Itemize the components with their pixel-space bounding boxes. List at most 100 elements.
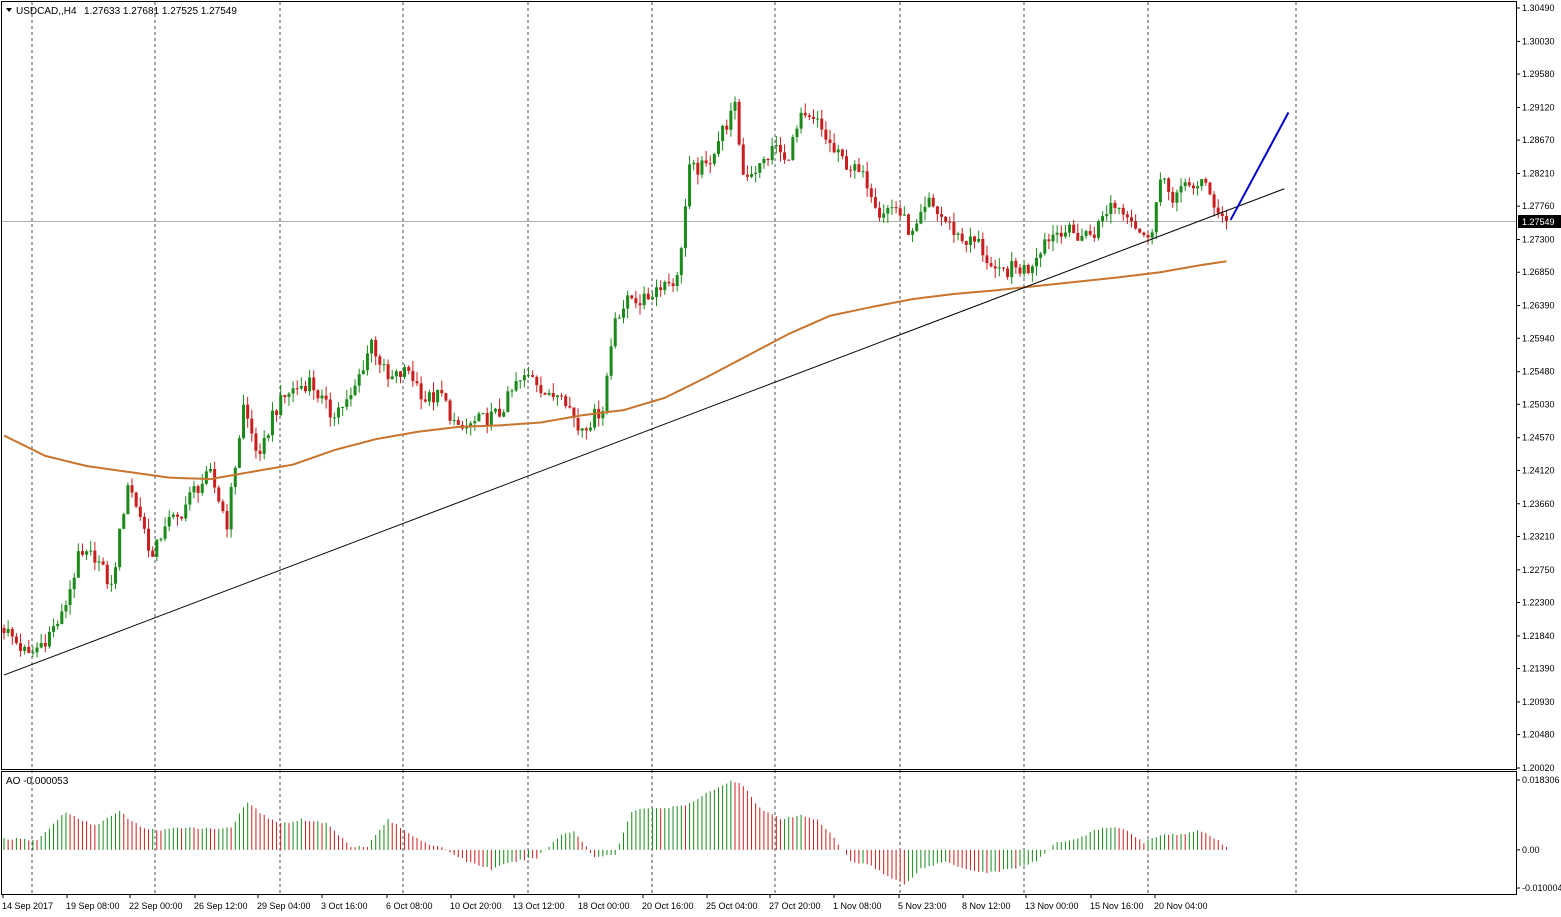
candle-body bbox=[279, 395, 283, 416]
candle-body bbox=[85, 551, 89, 555]
candle-body bbox=[1175, 192, 1179, 203]
candle-body bbox=[403, 366, 407, 377]
candle-body bbox=[361, 370, 365, 375]
overlay-lines bbox=[3, 112, 1290, 676]
candle-body bbox=[225, 510, 229, 530]
y-tick-label: 1.30030 bbox=[1522, 36, 1555, 46]
candle-body bbox=[518, 380, 522, 382]
candle-body bbox=[952, 222, 956, 235]
y-tick-label: 1.25940 bbox=[1522, 333, 1555, 343]
candle-body bbox=[708, 163, 712, 165]
y-tick-label: 1.20020 bbox=[1522, 763, 1555, 773]
candle-body bbox=[890, 207, 894, 209]
x-tick-label: 13 Oct 12:00 bbox=[513, 901, 565, 911]
indicator-panel-frame bbox=[1, 771, 1517, 895]
candle-body bbox=[568, 406, 572, 408]
candle-body bbox=[580, 428, 584, 431]
candle-body bbox=[745, 174, 749, 177]
candle-body bbox=[415, 381, 419, 384]
candle-body bbox=[1204, 179, 1208, 183]
candle-body bbox=[258, 450, 262, 454]
candle-body bbox=[700, 160, 704, 175]
candle-body bbox=[522, 375, 526, 381]
candle-body bbox=[1096, 221, 1100, 238]
candle-body bbox=[1220, 213, 1224, 216]
candle-body bbox=[130, 485, 134, 493]
candle-body bbox=[1212, 194, 1216, 208]
candle-body bbox=[1154, 202, 1158, 233]
candle-body bbox=[6, 628, 10, 633]
candle-body bbox=[650, 297, 654, 300]
candle-body bbox=[23, 646, 27, 651]
candle-body bbox=[993, 266, 997, 269]
y-tick-label: 1.27300 bbox=[1522, 235, 1555, 245]
candle-body bbox=[200, 483, 204, 493]
candle-body bbox=[617, 317, 621, 319]
candle-body bbox=[444, 393, 448, 401]
y-tick-label: 1.21840 bbox=[1522, 631, 1555, 641]
candle-body bbox=[820, 118, 824, 130]
candles bbox=[2, 96, 1228, 658]
series-0 bbox=[3, 260, 1227, 481]
x-tick-label: 5 Nov 23:00 bbox=[898, 901, 947, 911]
candle-body bbox=[287, 393, 291, 397]
candle-body bbox=[1171, 191, 1175, 203]
candle-body bbox=[1167, 178, 1171, 192]
vertical-grid bbox=[31, 2, 1297, 894]
candle-body bbox=[1121, 207, 1125, 215]
candle-body bbox=[741, 144, 745, 175]
candle-body bbox=[1035, 257, 1038, 267]
candle-body bbox=[246, 404, 250, 419]
current-price-badge-bg bbox=[1518, 215, 1561, 228]
candle-body bbox=[791, 137, 795, 161]
candle-body bbox=[142, 516, 146, 529]
candle-body bbox=[122, 514, 126, 529]
x-tick-label: 22 Sep 00:00 bbox=[129, 901, 183, 911]
candle-body bbox=[432, 392, 436, 403]
candle-body bbox=[101, 561, 105, 565]
candle-body bbox=[72, 577, 76, 590]
candle-body bbox=[209, 468, 212, 472]
x-tick-label: 6 Oct 08:00 bbox=[386, 901, 433, 911]
candle-body bbox=[221, 501, 225, 511]
candle-body bbox=[642, 293, 646, 306]
candle-body bbox=[175, 514, 179, 517]
candle-body bbox=[1030, 266, 1034, 274]
x-tick-label: 1 Nov 08:00 bbox=[833, 901, 882, 911]
series-1 bbox=[3, 188, 1285, 676]
candle-body bbox=[52, 626, 56, 632]
candle-body bbox=[1010, 260, 1014, 278]
candle-body bbox=[758, 163, 762, 173]
candle-body bbox=[869, 188, 873, 198]
candle-body bbox=[477, 413, 481, 422]
y-tick-label: 1.24120 bbox=[1522, 465, 1555, 475]
candle-body bbox=[337, 407, 341, 418]
candle-body bbox=[1134, 221, 1138, 229]
triangle-down-icon[interactable] bbox=[6, 8, 12, 12]
candle-body bbox=[807, 115, 811, 117]
candle-body bbox=[510, 390, 514, 392]
candle-body bbox=[332, 417, 336, 419]
candle-body bbox=[712, 154, 716, 164]
y-tick-label: 1.22300 bbox=[1522, 597, 1555, 607]
candle-body bbox=[1146, 235, 1150, 238]
candle-body bbox=[543, 393, 547, 395]
candle-body bbox=[1088, 231, 1092, 235]
candle-body bbox=[1163, 178, 1167, 180]
candle-body bbox=[853, 164, 857, 171]
candle-body bbox=[787, 159, 791, 161]
price-axis: 1.30490 1.30030 1.29580 1.29120 1.28670 1.282… bbox=[1516, 3, 1555, 773]
candle-body bbox=[927, 197, 931, 207]
candle-body bbox=[906, 214, 910, 235]
candle-body bbox=[382, 364, 386, 366]
candle-body bbox=[737, 101, 741, 145]
candle-body bbox=[626, 295, 630, 309]
candle-body bbox=[977, 238, 981, 242]
candle-body bbox=[229, 487, 233, 530]
candle-body bbox=[646, 293, 650, 300]
candle-body bbox=[60, 611, 64, 625]
candle-body bbox=[609, 346, 613, 376]
candle-body bbox=[882, 213, 886, 218]
y-tick-label: 1.28670 bbox=[1522, 135, 1555, 145]
